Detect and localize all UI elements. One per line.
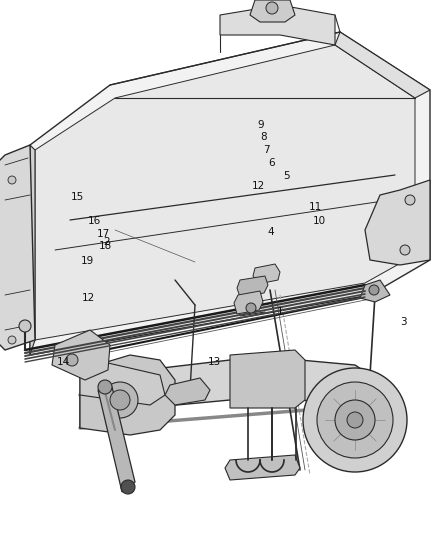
Text: 10: 10 [312,216,325,226]
Polygon shape [250,0,295,22]
Text: 9: 9 [258,120,264,130]
Text: 8: 8 [261,132,267,142]
Text: 11: 11 [308,202,321,212]
Polygon shape [225,455,300,480]
Polygon shape [360,280,390,302]
Polygon shape [80,355,175,435]
Polygon shape [98,387,135,492]
Text: 17: 17 [96,229,110,239]
Circle shape [98,380,112,394]
Circle shape [266,2,278,14]
Polygon shape [0,145,35,350]
Circle shape [347,412,363,428]
Polygon shape [30,145,35,355]
Circle shape [369,285,379,295]
Polygon shape [237,276,268,297]
Polygon shape [220,5,335,45]
Text: 12: 12 [81,293,95,303]
Text: 19: 19 [81,256,94,266]
Text: 16: 16 [87,216,101,226]
Text: 18: 18 [99,241,112,251]
Circle shape [317,382,393,458]
Text: 13: 13 [207,357,221,367]
Polygon shape [80,360,165,405]
Polygon shape [230,350,305,408]
Polygon shape [165,378,210,405]
Circle shape [121,480,135,494]
Circle shape [8,336,16,344]
Circle shape [246,303,256,313]
Text: 7: 7 [263,145,269,155]
Polygon shape [52,330,110,380]
Text: 3: 3 [400,317,406,327]
Circle shape [66,354,78,366]
Circle shape [19,320,31,332]
Text: 6: 6 [268,158,276,168]
Circle shape [303,368,407,472]
Polygon shape [335,32,430,98]
Text: 2: 2 [104,237,110,247]
Text: 1: 1 [277,307,283,317]
Polygon shape [80,360,375,428]
Circle shape [335,400,375,440]
Circle shape [8,176,16,184]
Polygon shape [253,264,280,284]
Polygon shape [234,291,263,314]
Text: 4: 4 [268,227,274,237]
Text: 14: 14 [57,357,70,367]
Polygon shape [365,180,430,265]
Text: 12: 12 [251,181,265,191]
Circle shape [400,245,410,255]
Circle shape [405,195,415,205]
Circle shape [110,390,130,410]
Polygon shape [35,45,415,340]
Polygon shape [30,32,430,355]
Text: 5: 5 [283,171,290,181]
Circle shape [102,382,138,418]
Text: 15: 15 [71,192,84,202]
